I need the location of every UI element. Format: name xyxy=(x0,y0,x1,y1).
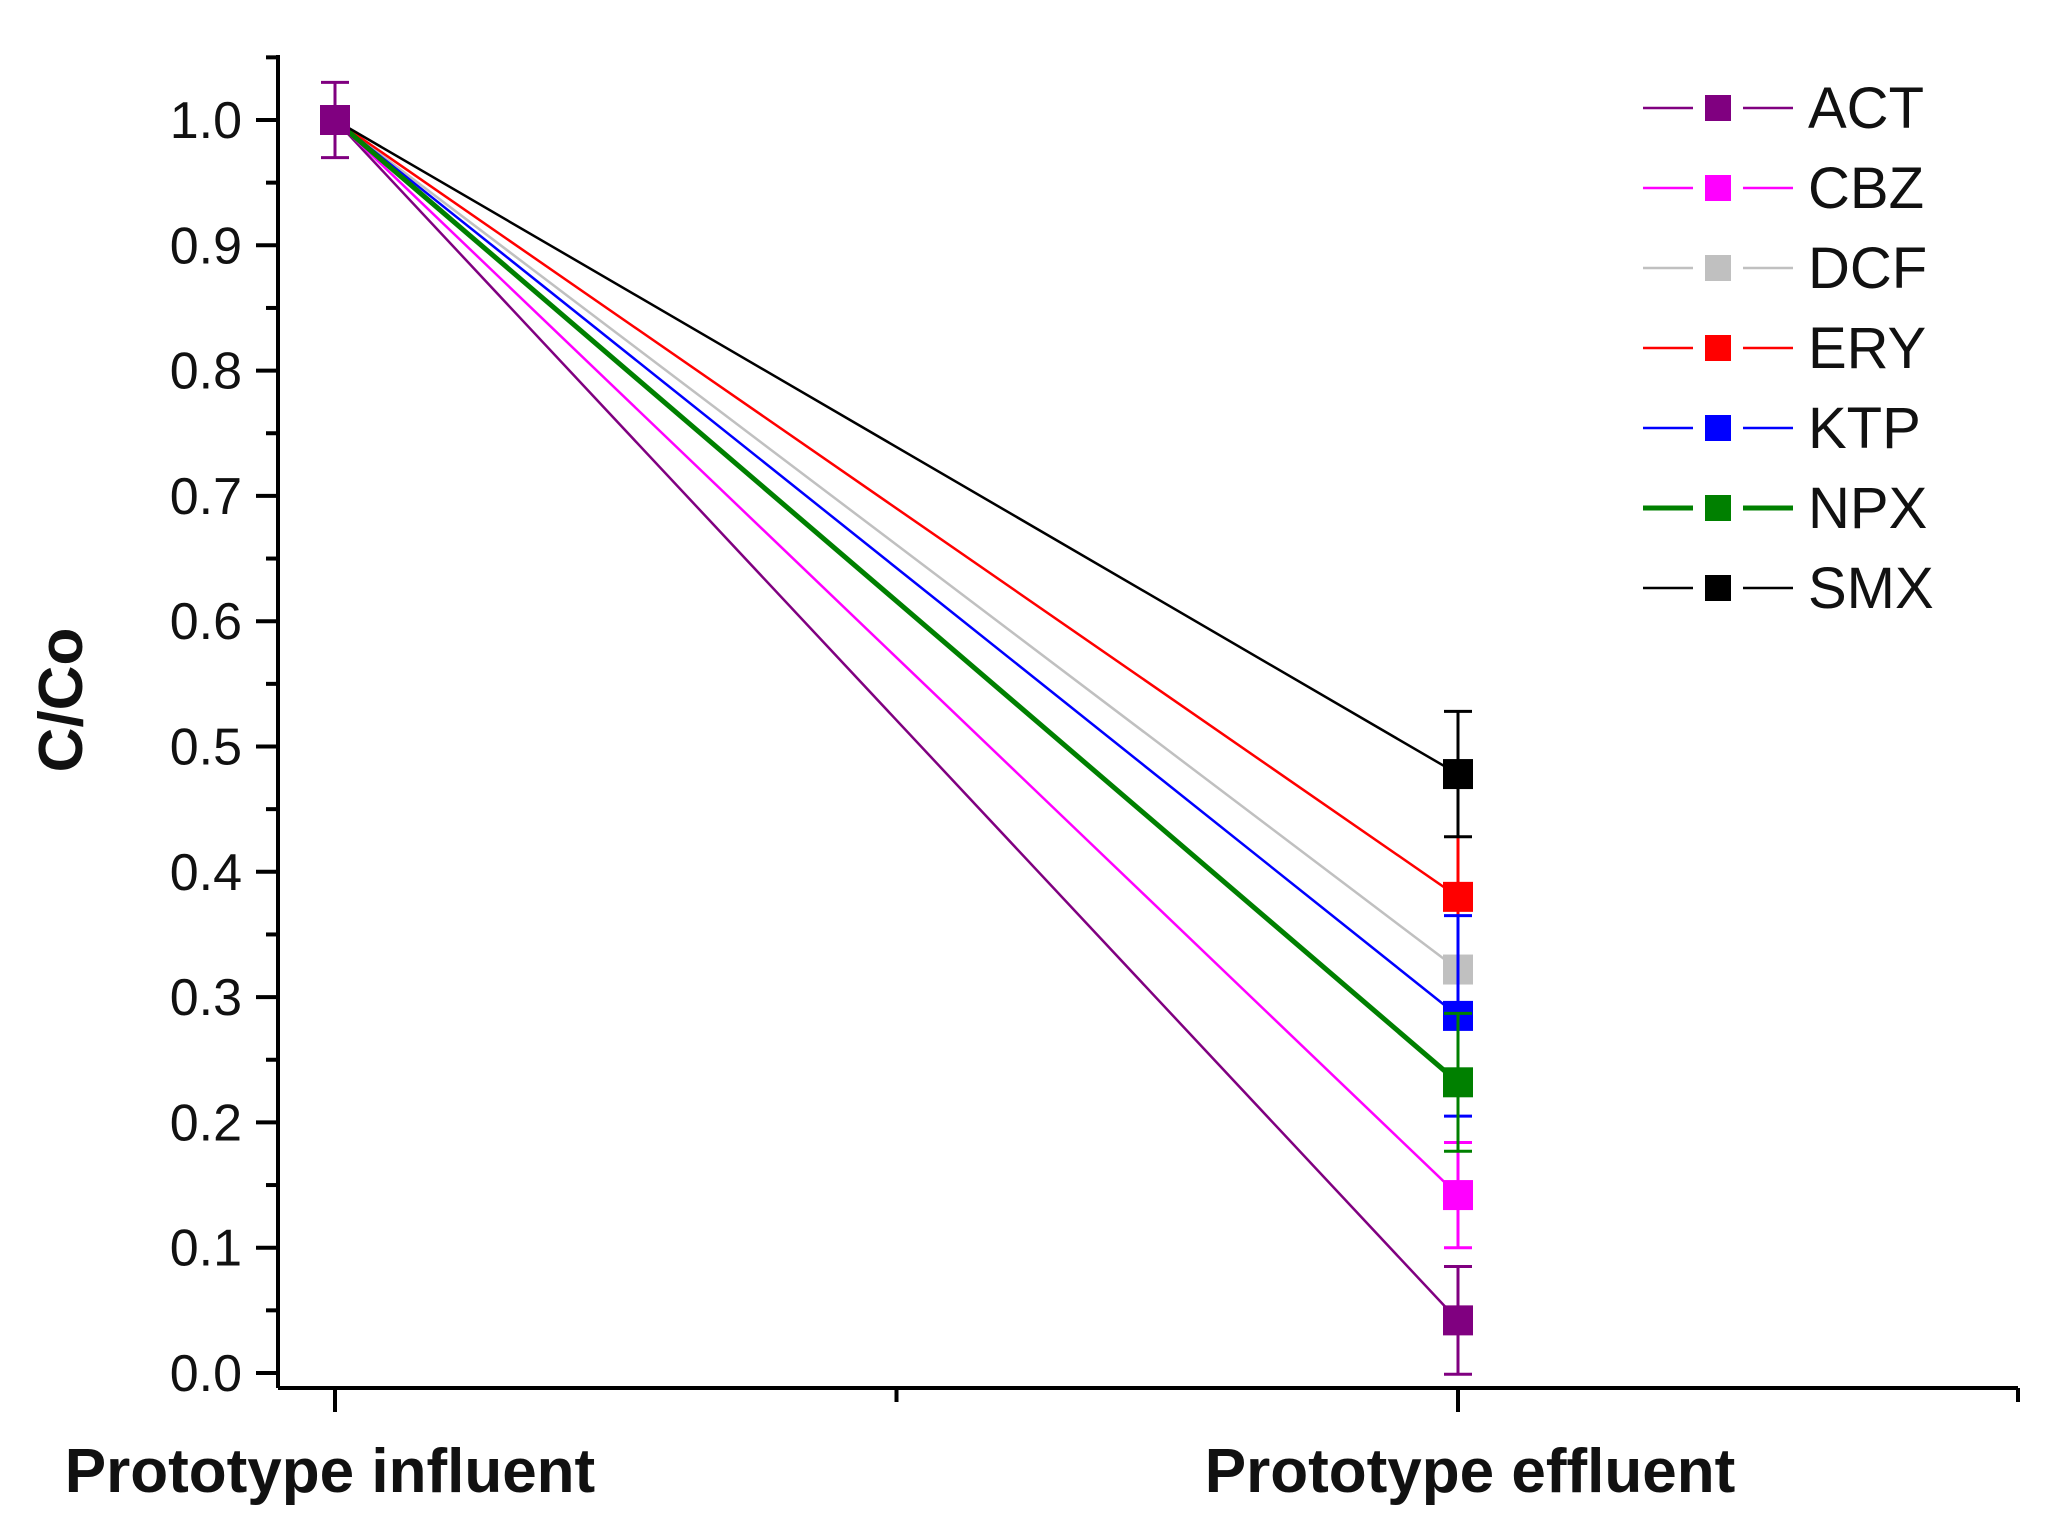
legend-item-smx: SMX xyxy=(1643,556,1934,621)
legend-label: SMX xyxy=(1808,556,1934,621)
series-line xyxy=(334,119,1459,1196)
legend-marker xyxy=(1705,95,1731,121)
legend-item-act: ACT xyxy=(1643,76,1924,141)
legend-label: NPX xyxy=(1808,476,1927,541)
data-point xyxy=(1443,1180,1473,1211)
x-category-label: Prototype effluent xyxy=(1205,1437,1735,1506)
series-line xyxy=(333,118,1460,1085)
legend: ACT CBZ DCF ERY KTP NPX SMX xyxy=(1643,76,1934,621)
legend-marker xyxy=(1705,335,1731,361)
legend-label: CBZ xyxy=(1808,156,1924,221)
data-point xyxy=(1443,1305,1473,1336)
legend-item-ktp: KTP xyxy=(1643,396,1921,461)
legend-item-cbz: CBZ xyxy=(1643,156,1924,221)
series-dcf xyxy=(320,105,1473,985)
legend-item-dcf: DCF xyxy=(1643,236,1927,301)
y-tick-label: 1.0 xyxy=(170,92,242,150)
series-line xyxy=(334,119,1459,1017)
x-category-label: Prototype influent xyxy=(65,1437,595,1506)
y-tick-label: 0.9 xyxy=(170,217,242,275)
series-layer xyxy=(320,80,1473,1376)
legend-label: ACT xyxy=(1808,76,1924,141)
y-tick-label: 0.4 xyxy=(170,844,242,902)
legend-marker xyxy=(1705,175,1731,201)
data-point xyxy=(1443,759,1473,790)
series-smx xyxy=(320,105,1473,839)
legend-marker xyxy=(1705,575,1731,601)
y-tick-label: 0.5 xyxy=(170,719,242,777)
data-point xyxy=(320,105,350,135)
y-tick-label: 0.2 xyxy=(170,1094,242,1152)
series-line xyxy=(334,118,1459,776)
legend-item-ery: ERY xyxy=(1643,316,1926,381)
series-cbz xyxy=(320,105,1473,1250)
legend-marker xyxy=(1705,495,1731,521)
y-tick-label: 0.3 xyxy=(170,969,242,1027)
series-act xyxy=(320,80,1473,1376)
series-line xyxy=(334,119,1459,971)
series-npx xyxy=(320,105,1473,1153)
series-line xyxy=(334,119,1459,1322)
y-tick-label: 0.7 xyxy=(170,468,242,526)
legend-label: DCF xyxy=(1808,236,1927,301)
legend-label: KTP xyxy=(1808,396,1921,461)
y-tick-label: 0.0 xyxy=(170,1345,242,1403)
data-point xyxy=(1443,881,1473,912)
axes: 0.0 0.1 0.2 0.3 0.4 0.5 0.6 0.7 0.8 0.9 1.0 Prototy… xyxy=(65,55,2020,1506)
y-tick-label: 0.1 xyxy=(170,1220,242,1278)
legend-marker xyxy=(1705,255,1731,281)
legend-label: ERY xyxy=(1808,316,1926,381)
legend-item-npx: NPX xyxy=(1643,476,1927,541)
series-line xyxy=(334,118,1459,898)
y-tick-label: 0.8 xyxy=(170,343,242,401)
data-point xyxy=(1443,1067,1473,1098)
y-tick-label: 0.6 xyxy=(170,593,242,651)
legend-marker xyxy=(1705,415,1731,441)
y-axis-title: C/Co xyxy=(27,628,96,773)
